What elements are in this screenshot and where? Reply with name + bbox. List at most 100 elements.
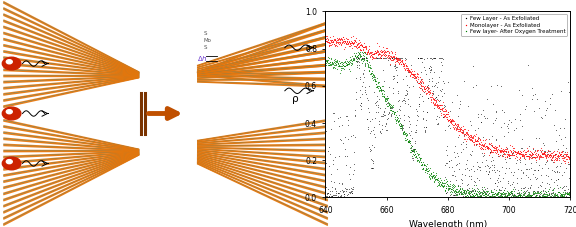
- Point: [556, 194, 565, 197]
- Point: [413, 109, 422, 113]
- Point: [339, 141, 348, 145]
- Point: [530, 109, 539, 112]
- Point: [560, 135, 570, 138]
- Point: [348, 41, 357, 45]
- Point: [471, 196, 480, 199]
- Point: [447, 121, 456, 124]
- Point: [417, 162, 426, 165]
- Point: [330, 66, 339, 70]
- Point: [471, 196, 480, 199]
- Point: [415, 85, 424, 89]
- Point: [325, 189, 335, 192]
- Point: [442, 116, 451, 119]
- Point: [429, 174, 438, 178]
- Point: [369, 74, 378, 78]
- Point: [413, 79, 422, 83]
- Point: [555, 153, 564, 157]
- Point: [483, 189, 492, 193]
- Point: [383, 104, 392, 107]
- Point: [423, 87, 433, 91]
- Point: [544, 150, 554, 153]
- Point: [377, 53, 386, 57]
- Point: [560, 126, 569, 130]
- Point: [485, 143, 494, 146]
- Point: [488, 145, 498, 149]
- Point: [461, 133, 471, 137]
- Point: [331, 64, 340, 67]
- Point: [390, 60, 399, 64]
- Point: [524, 194, 533, 197]
- Point: [435, 107, 445, 111]
- Point: [448, 118, 457, 122]
- Point: [371, 79, 380, 83]
- Point: [374, 84, 383, 88]
- Point: [347, 190, 356, 193]
- Point: [408, 72, 417, 75]
- Point: [414, 102, 423, 106]
- Point: [505, 196, 514, 199]
- Point: [423, 97, 432, 100]
- Point: [427, 91, 437, 95]
- Point: [407, 63, 416, 67]
- Point: [435, 103, 444, 107]
- Point: [507, 149, 516, 153]
- Point: [498, 192, 507, 195]
- Point: [353, 45, 362, 49]
- Point: [350, 58, 359, 61]
- Point: [491, 170, 500, 173]
- Point: [349, 168, 358, 171]
- Point: [445, 118, 454, 121]
- Point: [503, 190, 512, 194]
- Point: [472, 84, 481, 87]
- Point: [515, 191, 524, 195]
- Point: [555, 190, 564, 194]
- Point: [459, 188, 468, 192]
- Point: [329, 60, 338, 64]
- Point: [533, 153, 542, 156]
- Point: [400, 132, 409, 136]
- Point: [332, 60, 341, 64]
- Point: [536, 196, 545, 199]
- Point: [430, 97, 439, 100]
- Point: [510, 150, 519, 153]
- Point: [420, 170, 430, 174]
- Point: [363, 62, 372, 66]
- Point: [521, 150, 530, 153]
- Point: [481, 147, 490, 151]
- Point: [478, 196, 487, 199]
- Point: [392, 57, 401, 60]
- Point: [450, 125, 460, 129]
- Point: [534, 154, 543, 158]
- Point: [429, 104, 438, 107]
- Point: [357, 54, 366, 58]
- Point: [457, 172, 467, 175]
- Point: [353, 54, 362, 58]
- Point: [347, 40, 357, 44]
- Point: [369, 91, 378, 94]
- Point: [535, 194, 544, 198]
- Point: [421, 168, 430, 172]
- Point: [513, 176, 522, 180]
- Point: [447, 174, 456, 177]
- Point: [495, 196, 505, 199]
- Point: [417, 77, 426, 81]
- Point: [472, 189, 482, 193]
- Point: [521, 196, 530, 199]
- Point: [562, 191, 571, 195]
- Point: [482, 145, 491, 149]
- Point: [439, 112, 448, 116]
- Point: [399, 130, 408, 134]
- Point: [546, 151, 555, 155]
- Point: [503, 150, 513, 154]
- Point: [372, 100, 381, 104]
- Point: [361, 63, 370, 66]
- Point: [427, 93, 436, 96]
- Point: [453, 196, 462, 199]
- Point: [465, 193, 475, 197]
- Point: [477, 187, 486, 190]
- Point: [457, 196, 467, 199]
- Point: [495, 144, 504, 148]
- Point: [339, 67, 348, 70]
- Point: [327, 38, 336, 42]
- Point: [532, 190, 541, 193]
